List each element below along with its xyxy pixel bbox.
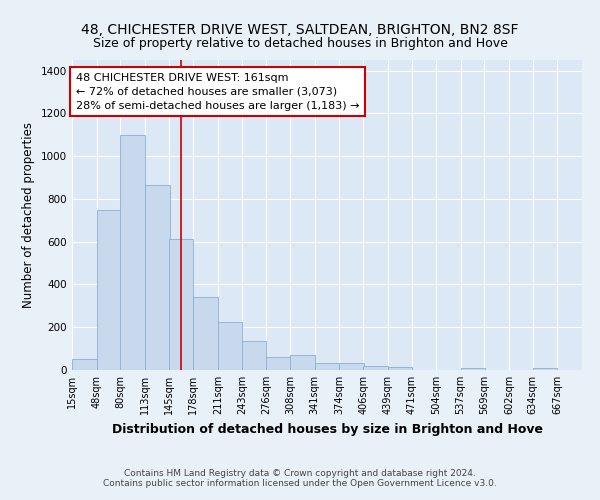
Text: 48, CHICHESTER DRIVE WEST, SALTDEAN, BRIGHTON, BN2 8SF: 48, CHICHESTER DRIVE WEST, SALTDEAN, BRI… [81, 22, 519, 36]
Bar [339, 363, 364, 370]
Y-axis label: Number of detached properties: Number of detached properties [22, 122, 35, 308]
Text: Contains HM Land Registry data © Crown copyright and database right 2024.: Contains HM Land Registry data © Crown c… [124, 468, 476, 477]
Text: 48 CHICHESTER DRIVE WEST: 161sqm
← 72% of detached houses are smaller (3,073)
28: 48 CHICHESTER DRIVE WEST: 161sqm ← 72% o… [76, 73, 359, 111]
Bar [290, 355, 315, 370]
Bar [193, 298, 218, 370]
Bar [218, 322, 242, 370]
Bar [363, 366, 388, 370]
Text: Contains public sector information licensed under the Open Government Licence v3: Contains public sector information licen… [103, 478, 497, 488]
Bar [72, 360, 97, 370]
Bar [121, 135, 145, 370]
X-axis label: Distribution of detached houses by size in Brighton and Hove: Distribution of detached houses by size … [112, 422, 542, 436]
Bar [242, 341, 266, 370]
Bar [266, 356, 291, 370]
Bar [388, 367, 412, 370]
Bar [169, 238, 193, 370]
Bar [97, 210, 121, 370]
Bar [145, 185, 170, 370]
Bar [461, 368, 485, 370]
Text: Size of property relative to detached houses in Brighton and Hove: Size of property relative to detached ho… [92, 38, 508, 51]
Bar [533, 368, 557, 370]
Bar [315, 363, 339, 370]
